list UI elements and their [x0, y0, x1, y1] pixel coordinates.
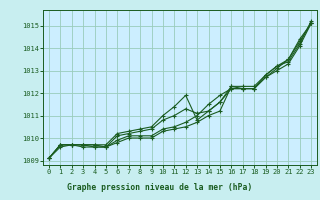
Text: Graphe pression niveau de la mer (hPa): Graphe pression niveau de la mer (hPa) [68, 183, 252, 192]
